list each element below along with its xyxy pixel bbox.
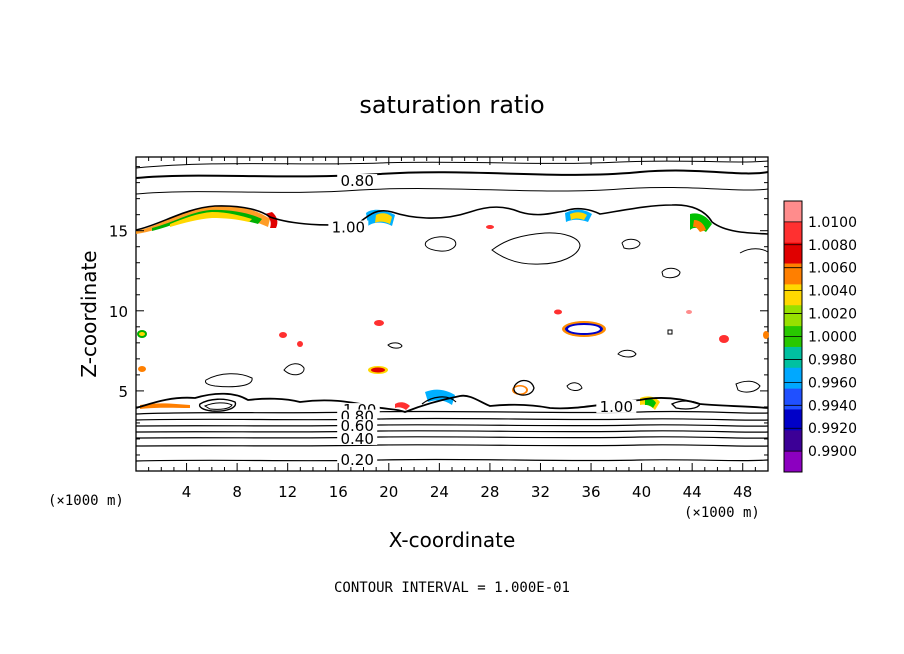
x-axis-title: X-coordinate [389,528,516,552]
contour-label: 1.00 [600,398,633,416]
y-axis-unit: (×1000 m) [48,493,124,509]
colorbar-swatch [784,305,802,327]
x-axis: 4 8 12 16 20 24 28 32 36 40 44 48 [148,157,756,501]
colorbar-swatch [784,451,802,473]
x-tick-label: 40 [632,483,651,501]
x-tick-label: 4 [182,483,192,501]
chart-title: saturation ratio [359,91,544,119]
x-tick-label: 32 [531,483,550,501]
contour-label-bg [337,419,378,433]
contour-interval-note: CONTOUR INTERVAL = 1.000E-01 [334,580,570,596]
colorbar-label: 0.9940 [808,398,857,414]
x-tick-label: 12 [278,483,297,501]
colorbar-swatch [784,263,802,285]
contour-label-bg [328,220,369,234]
contour-label: 0.80 [340,172,373,190]
x-tick-label: 36 [581,483,600,501]
contour-label: 0.20 [340,451,373,469]
y-tick-label: 5 [118,383,128,401]
colorbar-label: 0.9900 [808,444,857,460]
x-tick-label: 24 [430,483,449,501]
x-tick-label: 16 [329,483,348,501]
contour-label-bg [596,399,637,413]
contour-label-bg [337,431,378,445]
colorbar-swatch [784,201,802,223]
x-tick-label: 48 [733,483,752,501]
colorbar-label: 1.0100 [808,215,857,231]
x-tick-label: 20 [379,483,398,501]
plot-area [135,156,769,472]
x-axis-unit: (×1000 m) [684,505,760,521]
colorbar-label: 1.0020 [808,307,857,323]
contour-label: 0.40 [340,430,373,448]
colorbar-swatch [784,221,802,243]
colorbar-label: 0.9960 [808,375,857,391]
x-tick-label: 44 [683,483,702,501]
contour-label-bg [337,452,378,466]
y-axis-title: Z-coordinate [77,250,101,377]
contour-label: 0.60 [340,417,373,435]
y-axis: 5 10 15 [109,166,768,456]
colorbar-label: 1.0060 [808,261,857,277]
y-tick-label: 15 [109,223,128,241]
colorbar: 1.0100 1.0080 1.0060 1.0040 1.0020 1.0000 0.99… [783,200,857,473]
contour-labels: 0.80 1.00 1.00 1.00 0.80 0.60 0.40 0.20 [328,172,637,469]
colorbar-label: 1.0040 [808,284,857,300]
x-tick-label: 28 [480,483,499,501]
contour-label-bg [337,174,378,188]
contour-label: 1.00 [332,218,365,236]
supersaturation-fill [136,205,769,410]
colorbar-swatch [784,346,802,369]
x-tick-label: 8 [232,483,242,501]
contour-lines [135,160,769,462]
colorbar-label: 0.9920 [808,421,857,437]
colorbar-swatch [784,284,802,306]
colorbar-label: 0.9980 [808,352,857,368]
colorbar-swatch [784,430,802,452]
y-tick-label: 10 [109,303,128,321]
colorbar-swatch [784,409,802,431]
colorbar-label: 1.0000 [808,330,857,346]
colorbar-label: 1.0080 [808,238,857,254]
colorbar-swatch [784,388,802,410]
colorbar-swatch [784,242,802,264]
colorbar-swatch [784,367,802,389]
